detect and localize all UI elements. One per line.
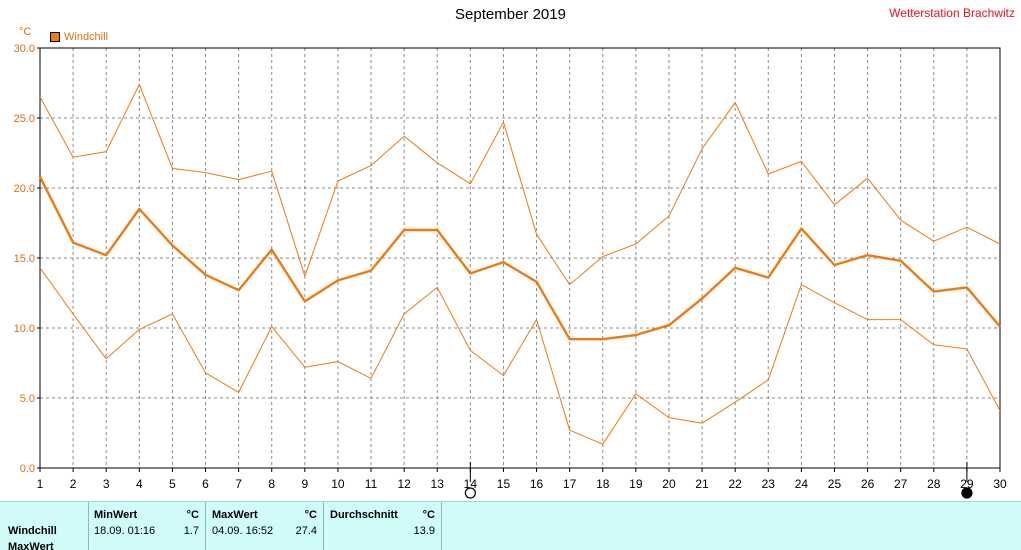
x-tick-label: 18 — [596, 477, 610, 491]
x-tick-label: 5 — [169, 477, 176, 491]
x-tick-label: 10 — [331, 477, 345, 491]
legend: Windchill — [50, 31, 108, 43]
x-tick-label: 29 — [960, 477, 974, 491]
x-tick-label: 23 — [762, 477, 776, 491]
y-tick-label: 25.0 — [14, 113, 35, 125]
min-header: MinWert — [94, 509, 138, 521]
x-tick-label: 19 — [629, 477, 643, 491]
min-time: 18.09. 01:16 — [94, 525, 156, 537]
stats-row-label: Windchill — [8, 525, 57, 537]
x-tick-label: 8 — [268, 477, 275, 491]
y-tick-label: 10.0 — [14, 323, 35, 335]
x-tick-label: 9 — [301, 477, 308, 491]
x-tick-label: 15 — [497, 477, 511, 491]
y-tick-label: 20.0 — [14, 183, 35, 195]
x-tick-label: 14 — [464, 477, 478, 491]
series-line-maximum — [39, 83, 1001, 286]
tick-labels: 1 2 3 4 5 6 7 8 9 10 11 12 13 14 15 16 17 18 19 20 21 22 23 24 2… — [14, 43, 1007, 491]
x-tick-label: 22 — [728, 477, 742, 491]
full-moon-icon — [464, 487, 476, 499]
max-header: MaxWert — [212, 509, 258, 521]
min-unit: °C — [186, 509, 199, 521]
x-tick-label: 25 — [828, 477, 842, 491]
x-tick-label: 6 — [202, 477, 209, 491]
avg-value: 13.9 — [413, 525, 435, 537]
x-tick-label: 28 — [927, 477, 941, 491]
axes — [37, 47, 1001, 472]
x-tick-label: 2 — [70, 477, 77, 491]
max-value: 27.4 — [295, 525, 317, 537]
stats-min-column: MinWert °C 18.09. 01:16 1.7 — [89, 502, 206, 550]
x-tick-label: 16 — [530, 477, 544, 491]
moon-phases — [464, 462, 973, 499]
min-value: 1.7 — [183, 525, 199, 537]
x-tick-label: 13 — [431, 477, 445, 491]
stats-panel: Windchill MaxWert MinWert °C 18.09. 01:1… — [0, 501, 1021, 550]
x-tick-label: 3 — [103, 477, 110, 491]
series — [38, 83, 1001, 445]
avg-header: Durchschnitt — [330, 509, 398, 521]
stats-max-column: MaxWert °C 04.09. 16:52 27.4 — [206, 502, 324, 550]
series-line-minimum — [39, 267, 1001, 445]
x-tick-label: 24 — [795, 477, 809, 491]
stats-avg-column: Durchschnitt °C 13.9 — [324, 502, 442, 550]
series-line-average — [38, 176, 1001, 341]
y-tick-label: 15.0 — [14, 253, 35, 265]
legend-label: Windchill — [64, 31, 109, 43]
y-tick-label: 0.0 — [20, 463, 35, 475]
windchill-chart: 1 2 3 4 5 6 7 8 9 10 11 12 13 14 15 16 17 18 19 20 21 22 23 24 2… — [14, 43, 1007, 499]
x-tick-label: 4 — [136, 477, 143, 491]
chart-title: September 2019 — [455, 6, 566, 23]
max-time: 04.09. 16:52 — [212, 525, 274, 537]
x-tick-label: 27 — [894, 477, 908, 491]
y-axis-unit: °C — [19, 26, 32, 38]
stats-label-column — [0, 502, 89, 550]
x-tick-label: 11 — [365, 477, 378, 491]
avg-unit: °C — [422, 509, 435, 521]
max-unit: °C — [304, 509, 317, 521]
x-tick-label: 1 — [37, 477, 44, 491]
x-tick-label: 30 — [993, 477, 1007, 491]
x-tick-label: 7 — [235, 477, 242, 491]
stats-row-label-2: MaxWert — [8, 541, 54, 550]
y-tick-label: 30.0 — [14, 43, 35, 55]
legend-swatch — [50, 32, 60, 42]
x-tick-label: 26 — [861, 477, 875, 491]
y-tick-label: 5.0 — [20, 393, 35, 405]
x-tick-label: 17 — [563, 477, 577, 491]
x-tick-label: 21 — [695, 477, 709, 491]
x-tick-label: 12 — [397, 477, 411, 491]
x-tick-label: 20 — [662, 477, 676, 491]
new-moon-icon — [961, 487, 973, 499]
station-name: Wetterstation Brachwitz — [889, 6, 1015, 20]
